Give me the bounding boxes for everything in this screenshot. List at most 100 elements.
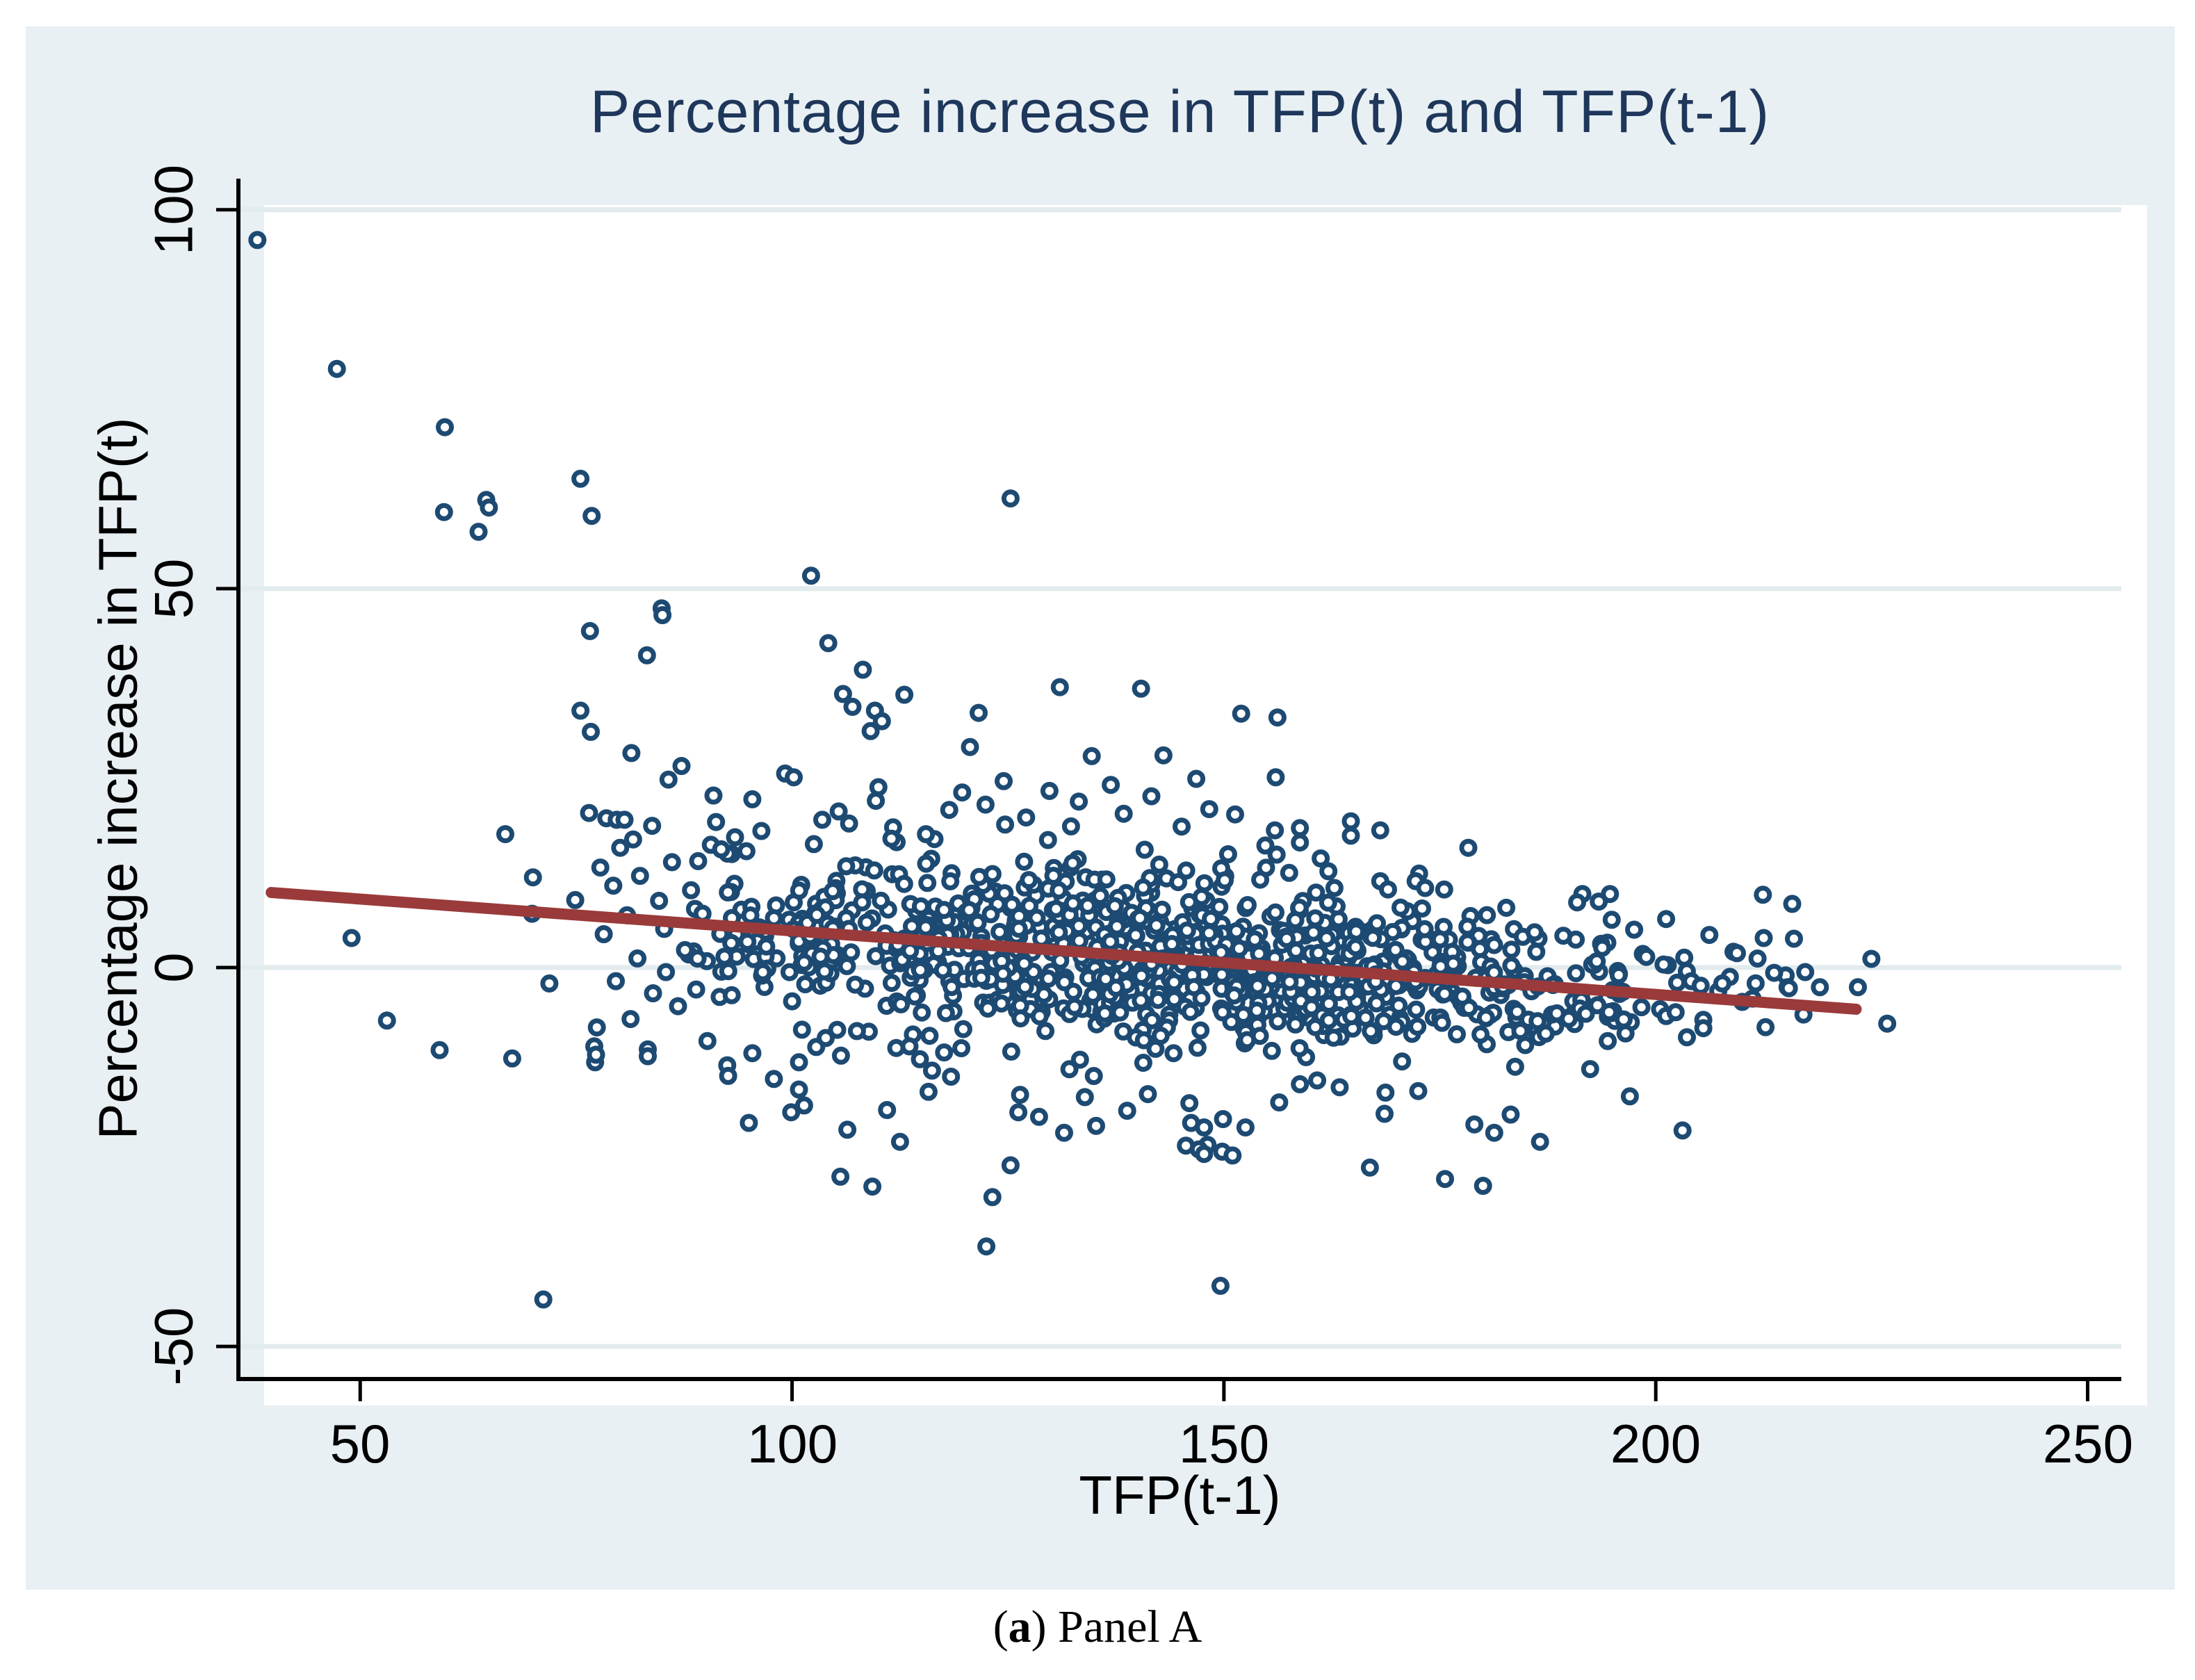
scatter-point <box>1075 1088 1094 1107</box>
scatter-point <box>726 828 744 847</box>
scatter-point <box>790 1080 808 1099</box>
scatter-point-cloud <box>847 1022 866 1041</box>
scatter-point <box>833 685 852 703</box>
scatter-point-cloud <box>722 933 741 952</box>
scatter-point <box>540 974 559 993</box>
scatter-point-cloud <box>1165 973 1184 992</box>
scatter-point-cloud <box>981 905 1000 924</box>
scatter-point-cloud <box>1248 977 1267 995</box>
scatter-point <box>1291 833 1309 852</box>
scatter-point-cloud <box>1095 1004 1114 1022</box>
scatter-point <box>1017 808 1036 827</box>
scatter-point-cloud <box>1458 933 1477 952</box>
scatter-point <box>743 790 762 808</box>
y-tick-label-text-0: 0 <box>142 952 204 983</box>
scatter-point-cloud <box>911 961 929 979</box>
scatter-point-cloud <box>1164 1044 1183 1063</box>
scatter-point-cloud <box>752 822 771 840</box>
scatter-point <box>580 804 598 822</box>
scatter-point <box>829 802 848 821</box>
scatter-point <box>587 1045 605 1064</box>
scatter-point <box>630 867 649 886</box>
scatter-point-cloud <box>1195 874 1214 892</box>
scatter-point <box>607 972 625 990</box>
scatter-point <box>1266 821 1284 840</box>
scatter-point-cloud <box>1433 1013 1451 1032</box>
scatter-point-cloud <box>1748 949 1767 968</box>
scatter-point <box>1765 963 1784 982</box>
scatter-point <box>1436 1170 1454 1189</box>
scatter-point <box>1600 1003 1619 1022</box>
scatter-point <box>1728 944 1746 963</box>
scatter-point <box>1485 1123 1503 1142</box>
scatter-point <box>1657 910 1676 929</box>
scatter-point-cloud <box>783 992 801 1011</box>
scatter-point <box>587 1018 606 1037</box>
scatter-point-cloud <box>1225 986 1243 1005</box>
scatter-point <box>594 925 613 943</box>
scatter-point-cloud <box>1309 944 1328 962</box>
scatter-point-cloud <box>838 956 856 975</box>
scatter-point-cloud <box>865 861 883 880</box>
scatter-point <box>1849 978 1867 997</box>
scatter-point-cloud <box>741 906 760 924</box>
scatter-point-cloud <box>790 881 808 900</box>
scatter-point-cloud <box>920 1027 939 1045</box>
scatter-point-cloud <box>1286 911 1305 929</box>
scatter-point-cloud <box>872 891 890 910</box>
scatter-point-cloud <box>972 968 990 987</box>
scatter-point <box>1087 1116 1105 1135</box>
scatter-point <box>430 1041 449 1059</box>
scatter-point <box>621 1010 640 1029</box>
scatter-point-cloud <box>933 961 952 979</box>
scatter-point-cloud <box>811 947 830 966</box>
y-tick-label-text--50: -50 <box>142 1307 204 1386</box>
scatter-point-cloud <box>1063 854 1082 872</box>
scatter-point <box>977 1237 996 1256</box>
scatter-point <box>1200 800 1218 819</box>
scatter-point <box>1878 1014 1897 1033</box>
scatter-point-cloud <box>1032 929 1051 948</box>
scatter-point <box>496 825 514 844</box>
scatter-point-cloud <box>1060 1060 1079 1079</box>
scatter-point-cloud <box>1147 916 1166 935</box>
scatter-point-cloud <box>918 874 937 892</box>
scatter-point-cloud <box>1152 900 1171 919</box>
scatter-point-cloud <box>824 882 842 900</box>
scatter-point-cloud <box>837 857 856 876</box>
scatter-point-cloud <box>866 947 885 965</box>
scatter-point <box>653 606 672 624</box>
scatter-point-cloud <box>1567 964 1585 983</box>
scatter-point-cloud <box>917 854 936 873</box>
y-axis-title-text: Percentage increase in TFP(t) <box>87 417 149 1140</box>
scatter-point <box>566 890 585 909</box>
scatter-point-cloud <box>1508 1002 1526 1021</box>
scatter-point <box>890 1132 909 1151</box>
scatter-point-cloud <box>1050 881 1068 899</box>
scatter-point <box>790 1053 808 1072</box>
scatter-point-cloud <box>968 913 987 932</box>
x-tick-label-200: 200 <box>1610 1413 1702 1474</box>
scatter-point-cloud <box>916 918 935 937</box>
scatter-point-cloud <box>1319 995 1338 1013</box>
scatter-point <box>615 810 634 829</box>
scatter-point <box>1371 821 1389 840</box>
scatter-point-cloud <box>1599 1031 1617 1050</box>
scatter-point <box>1312 849 1330 867</box>
scatter-point-cloud <box>1278 929 1296 948</box>
scatter-point <box>819 634 838 653</box>
x-tick-label-150: 150 <box>1178 1413 1270 1474</box>
scatter-point <box>1341 826 1360 845</box>
scatter-point-cloud <box>1239 896 1257 915</box>
scatter-point <box>831 1167 850 1186</box>
scatter-point-cloud <box>1096 970 1115 988</box>
scatter-point-cloud <box>892 995 911 1013</box>
scatter-point-cloud <box>737 842 756 861</box>
scatter-point <box>1009 1103 1028 1122</box>
scatter-point-cloud <box>1393 952 1412 971</box>
scatter-point-cloud <box>1266 903 1284 922</box>
scatter-point-cloud <box>1216 871 1234 890</box>
scatter-point <box>248 231 267 250</box>
scatter-point <box>1050 678 1069 696</box>
scatter-point <box>1308 1071 1327 1090</box>
